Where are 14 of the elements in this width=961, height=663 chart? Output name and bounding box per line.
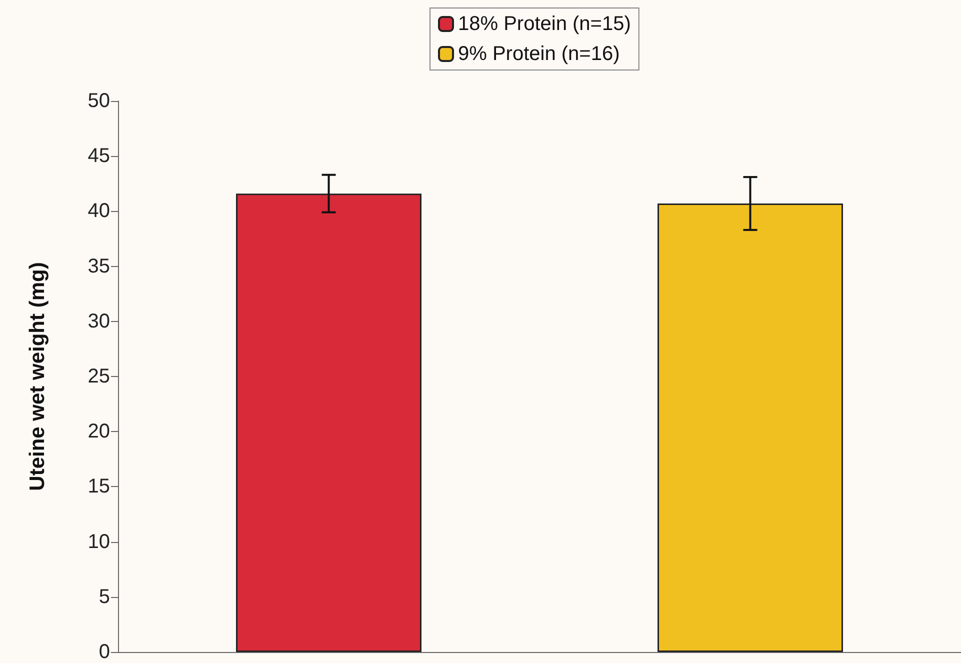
y-axis-title: Uteine wet weight (mg) bbox=[26, 262, 49, 491]
y-tick-label: 20 bbox=[88, 420, 110, 443]
y-tick-label: 45 bbox=[88, 145, 110, 168]
y-tick-label: 30 bbox=[88, 310, 110, 332]
legend-label: 18% Protein (n=15) bbox=[458, 13, 631, 35]
y-tick-label: 50 bbox=[88, 90, 110, 112]
y-tick-label: 0 bbox=[98, 641, 110, 663]
y-tick-label: 40 bbox=[88, 200, 110, 222]
legend-label: 9% Protein (n=16) bbox=[458, 43, 620, 65]
y-tick-label: 25 bbox=[88, 366, 110, 388]
y-tick-label: 10 bbox=[88, 530, 110, 553]
y-tick-label: 35 bbox=[88, 255, 110, 278]
y-tick-label: 15 bbox=[88, 476, 110, 498]
y-tick-label: 5 bbox=[98, 586, 110, 608]
